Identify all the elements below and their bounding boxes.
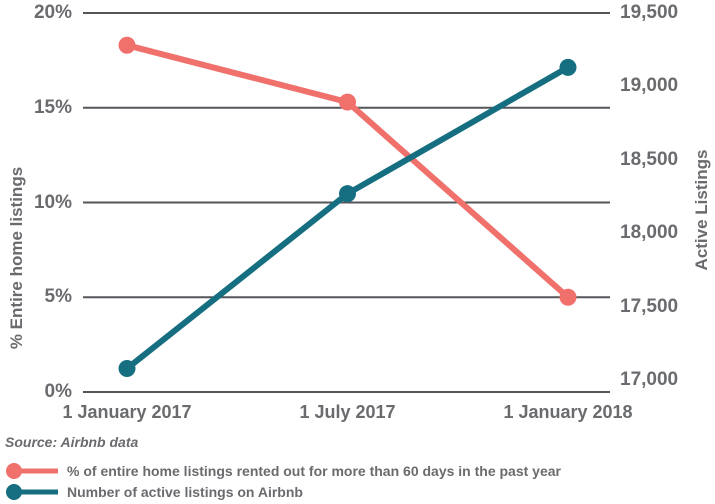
left-axis-tick: 0% xyxy=(44,381,72,402)
plot-area xyxy=(83,12,610,393)
legend-label: Number of active listings on Airbnb xyxy=(67,484,303,500)
right-axis-tick: 18,000 xyxy=(620,222,679,244)
legend-marker-icon xyxy=(6,463,58,479)
data-point xyxy=(118,36,136,54)
right-axis-tick: 19,500 xyxy=(620,2,679,23)
left-axis-tick: 5% xyxy=(44,286,72,308)
x-axis-tick: 1 January 2017 xyxy=(62,402,192,422)
right-axis-tick: 17,000 xyxy=(620,369,679,391)
data-point xyxy=(339,185,356,203)
legend-marker-icon xyxy=(6,484,58,500)
x-axis-tick: 1 July 2017 xyxy=(299,402,396,422)
data-point xyxy=(559,288,577,306)
data-point xyxy=(339,93,356,111)
right-axis-tick: 19,000 xyxy=(620,75,679,97)
legend-label: % of entire home listings rented out for… xyxy=(67,463,561,479)
x-axis-tick: 1 January 2018 xyxy=(503,402,633,422)
right-axis-tick: 17,500 xyxy=(620,295,679,317)
left-axis-tick: 15% xyxy=(33,96,72,118)
series-line-0 xyxy=(126,42,570,300)
series-line-1 xyxy=(125,64,570,371)
right-axis-title: Active Listings xyxy=(692,149,711,271)
data-point xyxy=(559,58,577,76)
right-axis-tick: 18,500 xyxy=(620,148,679,170)
source-note: Source: Airbnb data xyxy=(5,434,139,450)
data-point xyxy=(118,359,136,377)
legend-item: Number of active listings on Airbnb xyxy=(4,483,303,501)
legend-item: % of entire home listings rented out for… xyxy=(4,462,561,480)
left-axis-tick: 20% xyxy=(33,2,72,23)
left-axis-tick: 10% xyxy=(33,191,72,213)
